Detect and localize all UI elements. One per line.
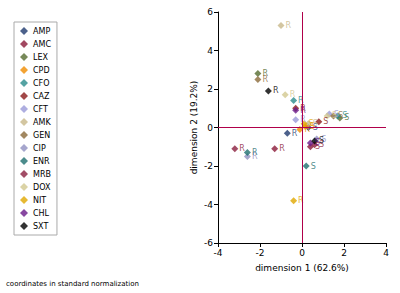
- svg-text:ENR: ENR: [33, 157, 50, 166]
- svg-text:R: R: [262, 69, 268, 79]
- svg-text:DOX: DOX: [33, 183, 51, 192]
- svg-text:CHL: CHL: [33, 209, 50, 218]
- svg-text:R: R: [298, 196, 304, 205]
- svg-text:-6: -6: [204, 238, 213, 248]
- svg-text:dimension 2 (19.2%): dimension 2 (19.2%): [189, 81, 199, 175]
- svg-text:R: R: [273, 86, 279, 95]
- svg-text:R: R: [286, 21, 292, 30]
- svg-text:6: 6: [207, 7, 213, 17]
- svg-text:CFO: CFO: [33, 79, 49, 88]
- svg-text:dimension 1 (62.6%): dimension 1 (62.6%): [255, 263, 349, 273]
- svg-text:2: 2: [341, 248, 347, 258]
- svg-text:coordinates in standard normal: coordinates in standard normalization: [6, 280, 139, 288]
- svg-text:-4: -4: [214, 248, 223, 258]
- svg-text:AMC: AMC: [33, 40, 51, 49]
- svg-text:R: R: [262, 75, 268, 84]
- svg-text:-4: -4: [204, 200, 213, 210]
- svg-text:S: S: [309, 119, 314, 128]
- svg-text:CPD: CPD: [33, 66, 50, 75]
- svg-text:S: S: [338, 111, 343, 120]
- svg-text:LEX: LEX: [33, 53, 49, 62]
- svg-text:GEN: GEN: [33, 131, 50, 140]
- svg-text:CAZ: CAZ: [33, 92, 50, 101]
- svg-text:2: 2: [207, 84, 213, 94]
- svg-text:S: S: [332, 111, 337, 120]
- svg-text:NIT: NIT: [33, 196, 46, 205]
- svg-text:0: 0: [299, 248, 305, 258]
- svg-text:R: R: [298, 96, 304, 106]
- svg-text:R: R: [292, 129, 298, 138]
- svg-text:S: S: [311, 162, 316, 171]
- svg-text:0: 0: [207, 123, 213, 133]
- svg-text:R: R: [239, 144, 245, 153]
- svg-text:AMP: AMP: [33, 27, 50, 36]
- svg-text:S: S: [319, 136, 324, 145]
- svg-text:R: R: [252, 148, 258, 157]
- svg-text:R: R: [279, 144, 285, 153]
- svg-text:4: 4: [383, 248, 389, 258]
- svg-text:AMK: AMK: [33, 118, 51, 127]
- svg-text:R: R: [304, 124, 310, 134]
- svg-text:R: R: [300, 115, 306, 124]
- svg-text:S: S: [323, 117, 328, 126]
- svg-text:R: R: [290, 90, 296, 99]
- svg-text:-2: -2: [256, 248, 265, 258]
- svg-text:SXT: SXT: [33, 222, 48, 231]
- svg-text:MRB: MRB: [33, 170, 51, 179]
- svg-text:4: 4: [207, 46, 213, 56]
- svg-text:R: R: [300, 106, 306, 115]
- svg-text:CFT: CFT: [33, 105, 48, 114]
- svg-text:-2: -2: [204, 161, 213, 171]
- svg-text:CIP: CIP: [33, 144, 46, 153]
